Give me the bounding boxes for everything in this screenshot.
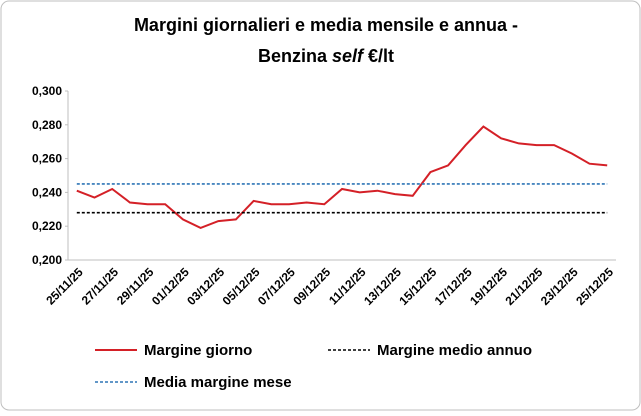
y-tick-label: 0,220 <box>32 219 62 233</box>
y-tick-label: 0,300 <box>32 84 62 98</box>
title-part: €/lt <box>368 46 394 66</box>
y-tick-label: 0,280 <box>32 118 62 132</box>
chart-title: Benzina self €/lt <box>258 46 394 66</box>
title-part: self <box>332 46 365 66</box>
y-tick-label: 0,240 <box>32 185 62 199</box>
legend-label: Media margine mese <box>144 374 292 391</box>
y-tick-label: 0,260 <box>32 152 62 166</box>
chart-title: Margini giornalieri e media mensile e an… <box>134 15 518 35</box>
legend-label: Margine giorno <box>144 342 252 359</box>
title-part: Benzina <box>258 46 328 66</box>
y-tick-label: 0,200 <box>32 253 62 267</box>
series-line <box>76 125 608 229</box>
legend-label: Margine medio annuo <box>377 342 532 359</box>
